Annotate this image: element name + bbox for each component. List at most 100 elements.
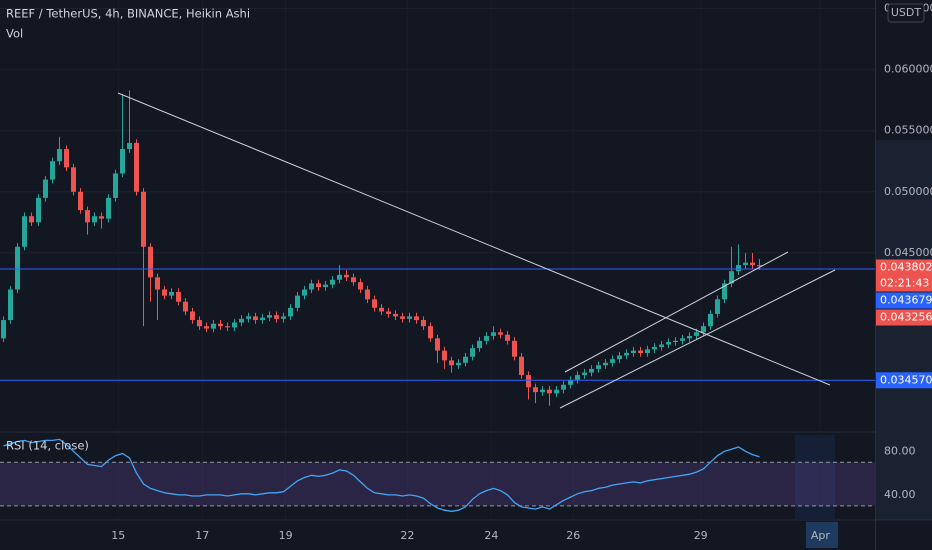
candle-body [50,161,55,180]
candle-body [148,246,153,278]
candle-body [540,389,545,393]
candle-body [92,216,97,223]
x-tick-label: 17 [195,529,209,542]
candle-body [603,362,608,366]
candle-body [757,265,762,267]
candle-body [512,340,517,357]
candle-body [190,311,195,321]
candle-body [225,326,230,328]
candle-body [610,359,615,363]
currency-button[interactable] [887,3,925,23]
candle-body [295,295,300,308]
candle-body [267,315,272,318]
candle-body [484,335,489,341]
candle-body [127,142,132,150]
channel-line [559,269,836,409]
candle-body [134,142,139,192]
candle-body [260,317,265,321]
candle-body [323,284,328,288]
candle-body [547,389,552,394]
candle-body [169,291,174,296]
candle-body [288,307,293,317]
candle-body [631,350,636,354]
candle-body [645,349,650,354]
candle-body [617,355,622,360]
price-label-box [876,259,932,292]
candle-body [78,191,83,211]
plot [0,8,875,512]
candle-body [162,289,167,296]
candle-body [176,291,181,302]
candle-body [281,316,286,319]
candle-body [204,326,209,329]
candle-body [701,326,706,333]
candle-body [470,348,475,357]
candle-body [638,350,643,354]
candle-body [330,279,335,285]
candle-body [57,149,62,162]
x-tick-label: 22 [400,529,414,542]
candle-body [141,191,146,247]
currency-label[interactable]: USDT [891,6,922,19]
price-label-box [876,372,932,389]
candle-body [400,316,405,319]
candle-body [554,389,559,394]
candle-body [652,346,657,350]
candle-body [673,340,678,343]
candle-body [694,332,699,336]
candle-body [449,360,454,366]
candle-body [519,356,524,376]
y-tick-label: 0.045000 [884,246,932,259]
candle-body [274,315,279,319]
candle-body [477,340,482,349]
candle-body [428,326,433,339]
candle-body [435,338,440,351]
trend-line [117,92,831,386]
candle-body [498,332,503,335]
rsi-title: RSI (14, close) [6,439,89,453]
rsi-band [0,462,875,506]
candle-body [120,149,125,174]
candle-body [659,344,664,347]
candle-body [99,216,104,219]
candle-body [379,307,384,312]
rsi-tick-label: 80.00 [884,444,916,457]
candle-body [351,277,356,283]
candle-body [561,384,566,390]
candle-body [358,282,363,290]
candle-body [22,216,27,247]
time-highlight [806,522,838,548]
candle-body [722,283,727,300]
candle-body [106,197,111,219]
x-tick-label: 26 [566,529,580,542]
candle-body [456,362,461,366]
candle-body [64,149,69,168]
y-tick-label: 0.060000 [884,63,932,76]
candle-body [1,320,6,339]
candle-body [183,301,188,312]
candle-body [316,283,321,288]
candle-body [211,323,216,329]
candle-body [736,265,741,272]
x-tick-label: 24 [484,529,498,542]
candle-body [589,368,594,373]
x-tick-label: 29 [694,529,708,542]
countdown-label: 02:21:43 [880,277,929,290]
candle-body [218,323,223,327]
candle-body [407,316,412,319]
candle-body [526,375,531,388]
candle-body [687,335,692,339]
price-label: 0.043256 [880,311,932,324]
candle-body [414,316,419,321]
candle-body [85,210,90,223]
candle-body [708,313,713,327]
symbol-title: REEF / TetherUS, 4h, BINANCE, Heikin Ash… [6,7,250,21]
candle-body [15,246,20,290]
candle-body [421,320,426,327]
candle-body [43,179,48,198]
price-scale-highlight [876,140,932,520]
candle-body [239,318,244,323]
candle-body [624,353,629,356]
rsi-tick-label: 40.00 [884,488,916,501]
